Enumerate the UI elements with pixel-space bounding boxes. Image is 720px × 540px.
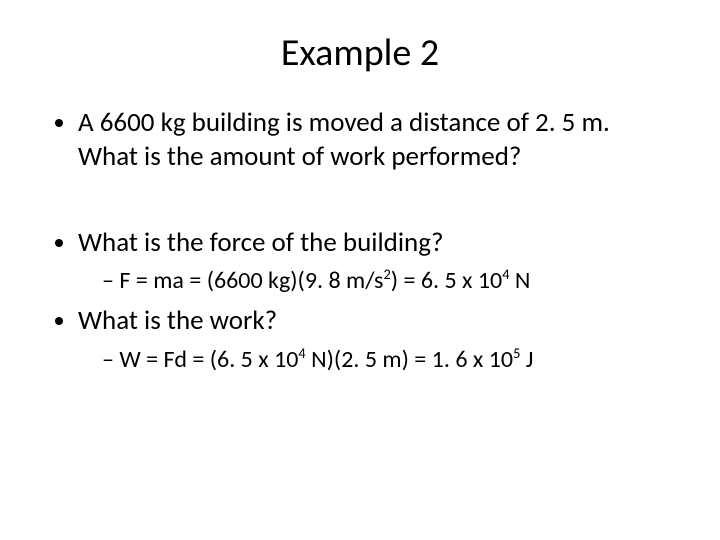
spacer — [78, 180, 670, 220]
force-eq-prefix: F = ma = (6600 kg)(9. 8 m/s — [119, 266, 383, 295]
bullet-work-question: What is the work? — [78, 304, 670, 338]
work-equation: W = Fd = (6. 5 x 104 N)(2. 5 m) = 1. 6 x… — [102, 344, 670, 375]
bullet-problem-statement: A 6600 kg building is moved a distance o… — [78, 106, 670, 174]
bullet-force-question: What is the force of the building? — [78, 226, 670, 260]
slide-title: Example 2 — [50, 30, 670, 76]
sub-list-force: F = ma = (6600 kg)(9. 8 m/s2) = 6. 5 x 1… — [78, 265, 670, 296]
work-eq-mid: N)(2. 5 m) = 1. 6 x 10 — [306, 345, 513, 374]
force-eq-suffix: N — [510, 266, 531, 295]
force-equation: F = ma = (6600 kg)(9. 8 m/s2) = 6. 5 x 1… — [102, 265, 670, 296]
slide-container: Example 2 A 6600 kg building is moved a … — [0, 0, 720, 540]
bullet-list: A 6600 kg building is moved a distance o… — [50, 106, 670, 375]
force-eq-mid: ) = 6. 5 x 10 — [391, 266, 502, 295]
force-eq-exp1: 2 — [383, 265, 390, 283]
work-eq-suffix: J — [520, 345, 533, 374]
work-eq-prefix: W = Fd = (6. 5 x 10 — [119, 345, 298, 374]
sub-list-work: W = Fd = (6. 5 x 104 N)(2. 5 m) = 1. 6 x… — [78, 344, 670, 375]
work-eq-exp1: 4 — [298, 344, 305, 362]
force-eq-exp2: 4 — [502, 265, 509, 283]
